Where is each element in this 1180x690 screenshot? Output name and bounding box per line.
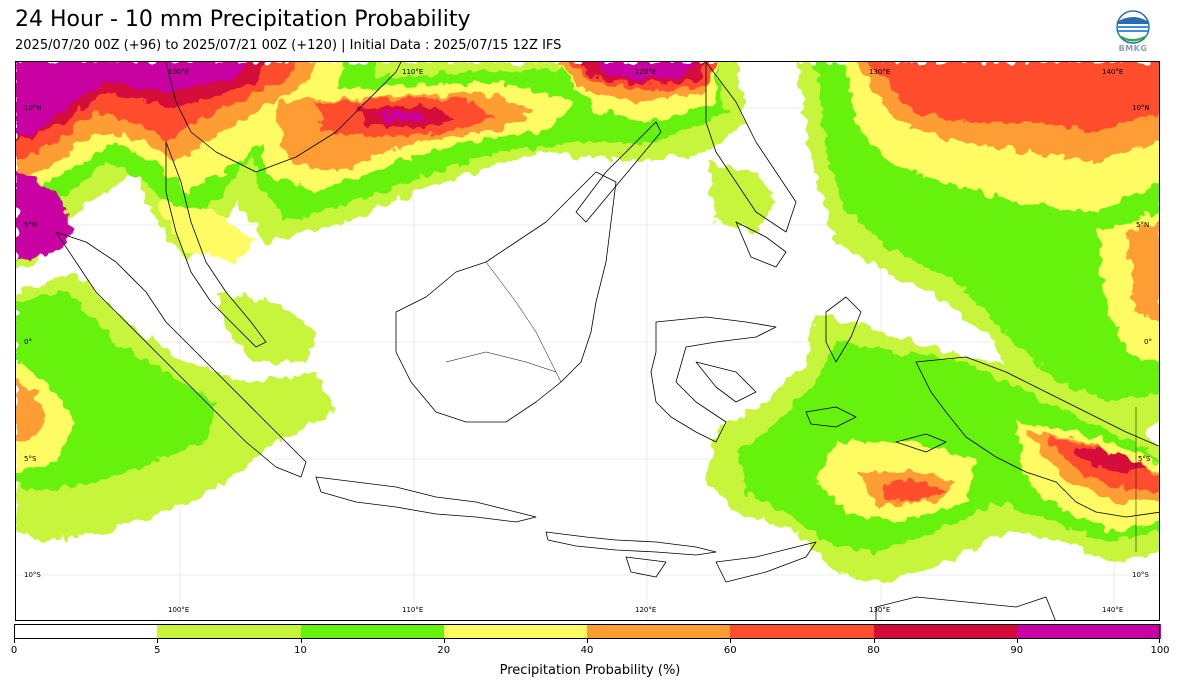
lon-label-top: 140°E [1102, 68, 1124, 76]
colorbar-tick [443, 639, 445, 643]
precipitation-map: 100°E 110°E 120°E 130°E 140°E 100°E 110°… [15, 61, 1160, 621]
colorbar-segment [1016, 624, 1161, 639]
colorbar-segment [730, 624, 874, 639]
lon-label-bottom: 110°E [402, 606, 424, 614]
lat-label-right: 10°N [1132, 104, 1150, 112]
lat-label-left: 0° [24, 338, 32, 346]
colorbar-tick-label: 0 [10, 645, 18, 656]
colorbar-tick [300, 639, 302, 643]
colorbar-tick-label: 80 [867, 645, 880, 656]
colorbar-tick-label: 20 [437, 645, 451, 656]
lat-label-right: 10°S [1132, 571, 1149, 579]
lat-label-left: 5°N [24, 221, 38, 229]
colorbar-tick-label: 60 [723, 645, 737, 656]
lon-label-bottom: 120°E [635, 606, 657, 614]
lon-label-top: 130°E [869, 68, 891, 76]
logo-text: BMKG [1118, 44, 1148, 53]
colorbar-tick [1159, 639, 1160, 643]
lat-label-right: 5°N [1136, 221, 1150, 229]
colorbar-segment [587, 624, 731, 639]
lat-label-right: 0° [1144, 338, 1152, 346]
lat-label-left: 5°S [24, 455, 37, 463]
colorbar-tick-label: 5 [154, 645, 161, 656]
lon-label-top: 120°E [635, 68, 657, 76]
chart-title: 24 Hour - 10 mm Precipitation Probabilit… [15, 7, 471, 32]
probability-field [16, 62, 1159, 582]
lon-label-bottom: 130°E [869, 606, 891, 614]
colorbar-segment [14, 624, 158, 639]
colorbar-tick [1016, 639, 1018, 643]
colorbar [14, 624, 1161, 639]
colorbar-tick [14, 639, 15, 643]
lat-label-left: 10°S [24, 571, 41, 579]
lon-label-top: 100°E [168, 68, 190, 76]
bmkg-logo-icon [1116, 10, 1150, 44]
lon-label-bottom: 140°E [1102, 606, 1124, 614]
colorbar-tick-label: 10 [294, 645, 307, 656]
colorbar-tick [587, 639, 588, 643]
colorbar-tick [730, 639, 732, 643]
colorbar-segment [873, 624, 1018, 639]
colorbar-tick-label: 90 [1010, 645, 1024, 656]
lon-label-bottom: 100°E [168, 606, 190, 614]
map-canvas [16, 62, 1159, 620]
colorbar-segment [443, 624, 588, 639]
colorbar-title: Precipitation Probability (%) [499, 663, 681, 678]
colorbar-tick-label: 100 [1150, 645, 1170, 656]
coastlines [55, 62, 1159, 620]
lon-label-top: 110°E [402, 68, 424, 76]
colorbar-tick [873, 639, 875, 643]
lat-label-right: 5°S [1138, 455, 1151, 463]
chart-subtitle: 2025/07/20 00Z (+96) to 2025/07/21 00Z (… [15, 38, 562, 53]
colorbar-segment [300, 624, 445, 639]
colorbar-tick [157, 639, 159, 643]
lat-label-left: 10°N [24, 104, 42, 112]
colorbar-tick-label: 40 [580, 645, 594, 656]
colorbar-segment [157, 624, 301, 639]
